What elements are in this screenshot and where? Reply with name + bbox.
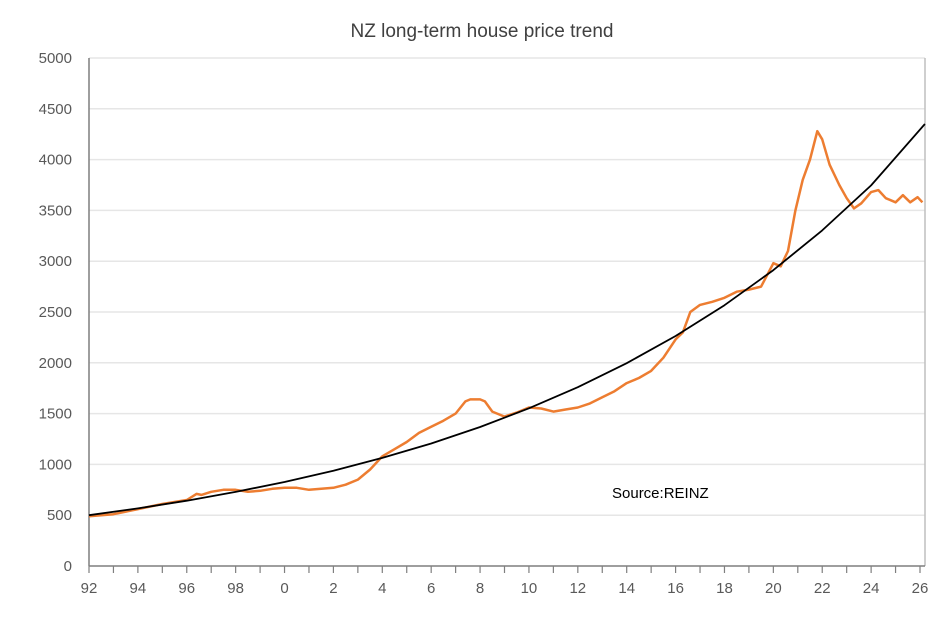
y-tick-label: 5000 bbox=[39, 50, 72, 67]
y-tick-label: 0 bbox=[64, 558, 72, 575]
source-annotation: Source:REINZ bbox=[612, 485, 709, 502]
y-tick-label: 4000 bbox=[39, 152, 72, 169]
x-tick-label: 22 bbox=[814, 580, 831, 597]
y-tick-label: 3500 bbox=[39, 202, 72, 219]
chart-title: NZ long-term house price trend bbox=[351, 21, 614, 42]
x-tick-label: 10 bbox=[521, 580, 538, 597]
x-tick-label: 4 bbox=[378, 580, 386, 597]
x-tick-label: 26 bbox=[912, 580, 929, 597]
x-tick-label: 24 bbox=[863, 580, 880, 597]
x-tick-label: 6 bbox=[427, 580, 435, 597]
x-tick-label: 20 bbox=[765, 580, 782, 597]
x-tick-label: 0 bbox=[280, 580, 288, 597]
y-tick-label: 3000 bbox=[39, 253, 72, 270]
y-tick-label: 500 bbox=[47, 507, 72, 524]
x-tick-label: 98 bbox=[227, 580, 244, 597]
x-tick-label: 14 bbox=[618, 580, 635, 597]
x-tick-label: 8 bbox=[476, 580, 484, 597]
y-tick-label: 4500 bbox=[39, 101, 72, 118]
x-tick-label: 92 bbox=[81, 580, 98, 597]
y-tick-label: 2000 bbox=[39, 355, 72, 372]
y-tick-label: 1500 bbox=[39, 406, 72, 423]
y-tick-label: 1000 bbox=[39, 456, 72, 473]
trend-line bbox=[88, 123, 926, 517]
y-tick-label: 2500 bbox=[39, 304, 72, 321]
x-tick-label: 12 bbox=[569, 580, 586, 597]
x-tick-label: 18 bbox=[716, 580, 733, 597]
x-tick-label: 96 bbox=[178, 580, 195, 597]
x-tick-label: 94 bbox=[130, 580, 147, 597]
x-tick-label: 16 bbox=[667, 580, 684, 597]
x-tick-label: 2 bbox=[329, 580, 337, 597]
price-line bbox=[88, 129, 924, 518]
